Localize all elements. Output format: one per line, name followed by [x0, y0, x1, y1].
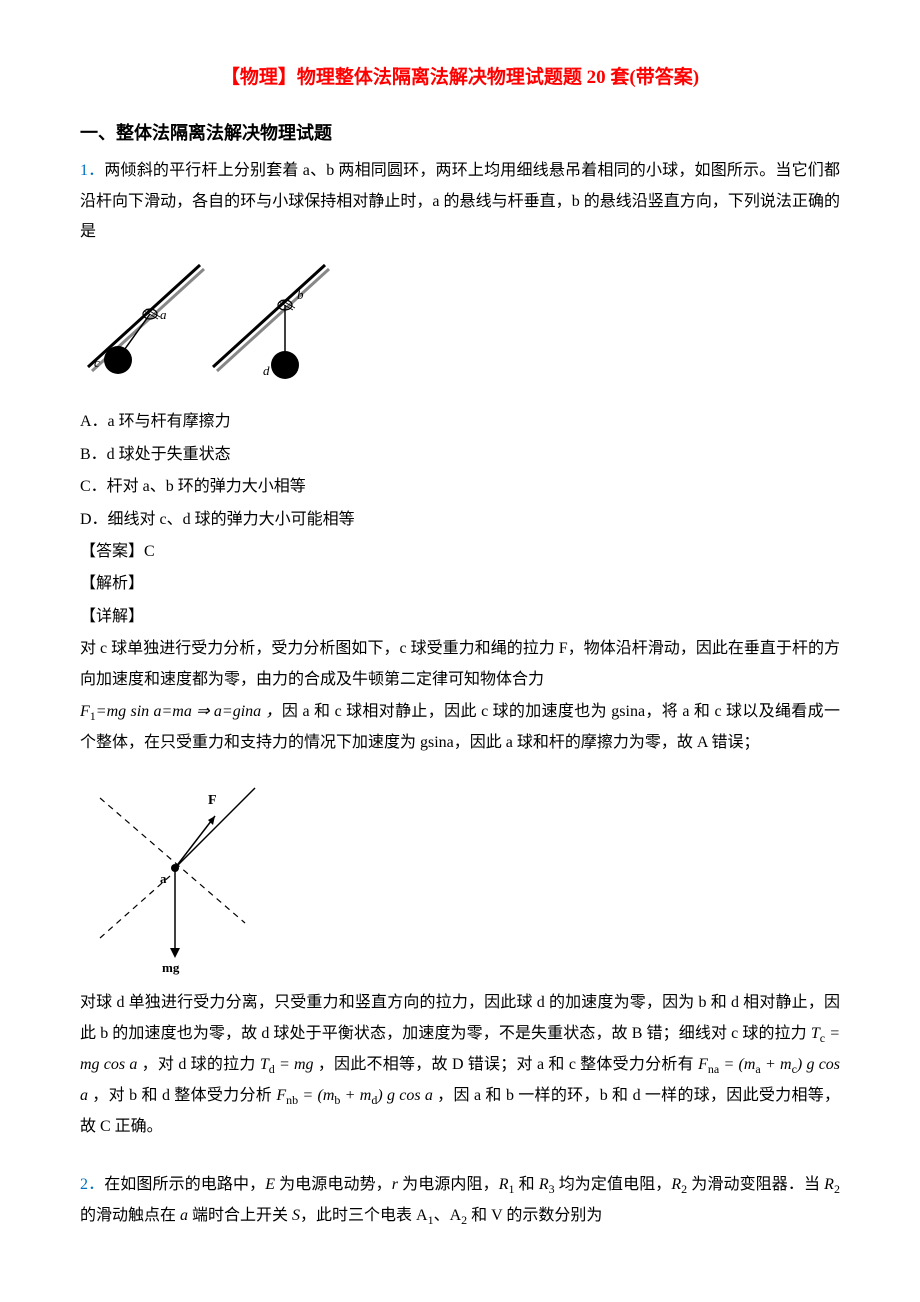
q1-stem-text: 两倾斜的平行杆上分别套着 a、b 两相同圆环，两环上均用细线悬吊着相同的小球，如… — [80, 162, 840, 240]
answer-label: 【答案】 — [80, 543, 144, 560]
label-a2: a — [160, 871, 167, 886]
q1-option-d: D．细线对 c、d 球的弹力大小可能相等 — [80, 505, 840, 535]
label-mg: mg — [162, 960, 180, 975]
q2-number: 2． — [80, 1176, 104, 1193]
q2-stem: 2．在如图所示的电路中，E 为电源电动势，r 为电源内阻，R1 和 R3 均为定… — [80, 1170, 840, 1232]
section-header: 一、整体法隔离法解决物理试题 — [80, 116, 840, 150]
label-d: d — [263, 363, 270, 378]
q1-detail-p1: 对 c 球单独进行受力分析，受力分析图如下，c 球受重力和绳的拉力 F，物体沿杆… — [80, 634, 840, 695]
label-a: a — [160, 307, 167, 322]
label-b: b — [297, 287, 304, 302]
q1-option-a: A．a 环与杆有摩擦力 — [80, 407, 840, 437]
q1-force-diagram: F a mg — [80, 768, 840, 978]
label-c: c — [94, 355, 100, 370]
q1-analysis-label: 【解析】 — [80, 569, 840, 599]
q1-stem: 1．两倾斜的平行杆上分别套着 a、b 两相同圆环，两环上均用细线悬吊着相同的小球… — [80, 156, 840, 247]
page-title: 【物理】物理整体法隔离法解决物理试题题 20 套(带答案) — [80, 60, 840, 96]
q1-answer: 【答案】C — [80, 537, 840, 567]
title-prefix: 【物理】 — [221, 67, 297, 88]
q1-formula-line: F1=mg sin a=ma ⇒ a=gina ，因 a 和 c 球相对静止，因… — [80, 697, 840, 758]
formula-Fnb: Fnb = (mb + md) g cos a — [276, 1087, 437, 1104]
label-F: F — [208, 793, 217, 808]
q1-detail-p2: 对球 d 单独进行受力分离，只受重力和竖直方向的拉力，因此球 d 的加速度为零，… — [80, 988, 840, 1142]
formula1: F1=mg sin a=ma ⇒ a=gina ， — [80, 703, 282, 720]
title-main: 物理整体法隔离法解决物理试题题 20 套(带答案) — [297, 67, 699, 88]
q1-number: 1． — [80, 162, 104, 179]
q1-option-c: C．杆对 a、b 环的弹力大小相等 — [80, 472, 840, 502]
q1-detail-label: 【详解】 — [80, 602, 840, 632]
q1-diagram: a c b d — [80, 257, 840, 397]
answer-value: C — [144, 543, 155, 560]
q1-option-b: B．d 球处于失重状态 — [80, 440, 840, 470]
spacer — [80, 1144, 840, 1168]
formula-Td: Td = mg — [260, 1056, 318, 1073]
